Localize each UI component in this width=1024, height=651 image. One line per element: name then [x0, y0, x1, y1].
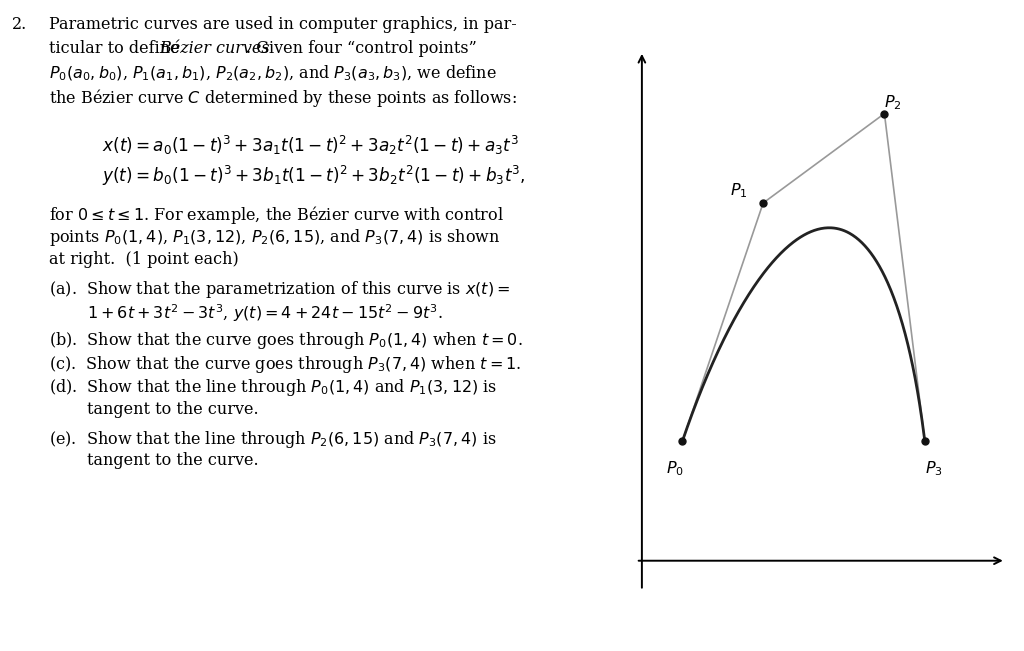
Text: ticular to define: ticular to define [49, 40, 185, 57]
Text: $\mathit{P}_1$: $\mathit{P}_1$ [730, 182, 748, 201]
Text: $y(t) = b_0(1-t)^3 + 3b_1t(1-t)^2 + 3b_2t^2(1-t) + b_3t^3,$: $y(t) = b_0(1-t)^3 + 3b_1t(1-t)^2 + 3b_2… [102, 164, 526, 188]
Text: points $P_0(1,4)$, $P_1(3,12)$, $P_2(6,15)$, and $P_3(7,4)$ is shown: points $P_0(1,4)$, $P_1(3,12)$, $P_2(6,1… [49, 227, 501, 248]
Text: Bézier curves: Bézier curves [160, 40, 270, 57]
Text: 2.: 2. [12, 16, 28, 33]
Text: for $0 \leq t \leq 1$. For example, the Bézier curve with control: for $0 \leq t \leq 1$. For example, the … [49, 204, 504, 226]
Text: $\mathit{P}_3$: $\mathit{P}_3$ [925, 459, 943, 478]
Text: (d).  Show that the line through $P_0(1,4)$ and $P_1(3,12)$ is: (d). Show that the line through $P_0(1,4… [49, 377, 498, 398]
Text: $\mathit{P}_0$: $\mathit{P}_0$ [666, 459, 684, 478]
Text: (e).  Show that the line through $P_2(6,15)$ and $P_3(7,4)$ is: (e). Show that the line through $P_2(6,1… [49, 429, 497, 450]
Text: tangent to the curve.: tangent to the curve. [87, 400, 259, 418]
Text: tangent to the curve.: tangent to the curve. [87, 452, 259, 469]
Text: Parametric curves are used in computer graphics, in par-: Parametric curves are used in computer g… [49, 16, 517, 33]
Text: $1 + 6t + 3t^2 - 3t^3$, $y(t) = 4 + 24t - 15t^2 - 9t^3$.: $1 + 6t + 3t^2 - 3t^3$, $y(t) = 4 + 24t … [87, 302, 443, 324]
Text: (c).  Show that the curve goes through $P_3(7,4)$ when $t=1$.: (c). Show that the curve goes through $P… [49, 353, 521, 375]
Text: $x(t) = a_0(1-t)^3 + 3a_1t(1-t)^2 + 3a_2t^2(1-t) + a_3t^3$: $x(t) = a_0(1-t)^3 + 3a_1t(1-t)^2 + 3a_2… [102, 133, 519, 156]
Text: $\mathit{P}_2$: $\mathit{P}_2$ [885, 94, 902, 113]
Text: the Bézier curve $C$ determined by these points as follows:: the Bézier curve $C$ determined by these… [49, 87, 517, 109]
Text: (b).  Show that the curve goes through $P_0(1,4)$ when $t=0$.: (b). Show that the curve goes through $P… [49, 330, 523, 352]
Text: (a).  Show that the parametrization of this curve is $x(t) =$: (a). Show that the parametrization of th… [49, 279, 510, 299]
Text: $P_0(a_0, b_0)$, $P_1(a_1, b_1)$, $P_2(a_2, b_2)$, and $P_3(a_3, b_3)$, we defin: $P_0(a_0, b_0)$, $P_1(a_1, b_1)$, $P_2(a… [49, 63, 497, 83]
Text: . Given four “control points”: . Given four “control points” [246, 40, 476, 57]
Text: at right.  (1 point each): at right. (1 point each) [49, 251, 239, 268]
